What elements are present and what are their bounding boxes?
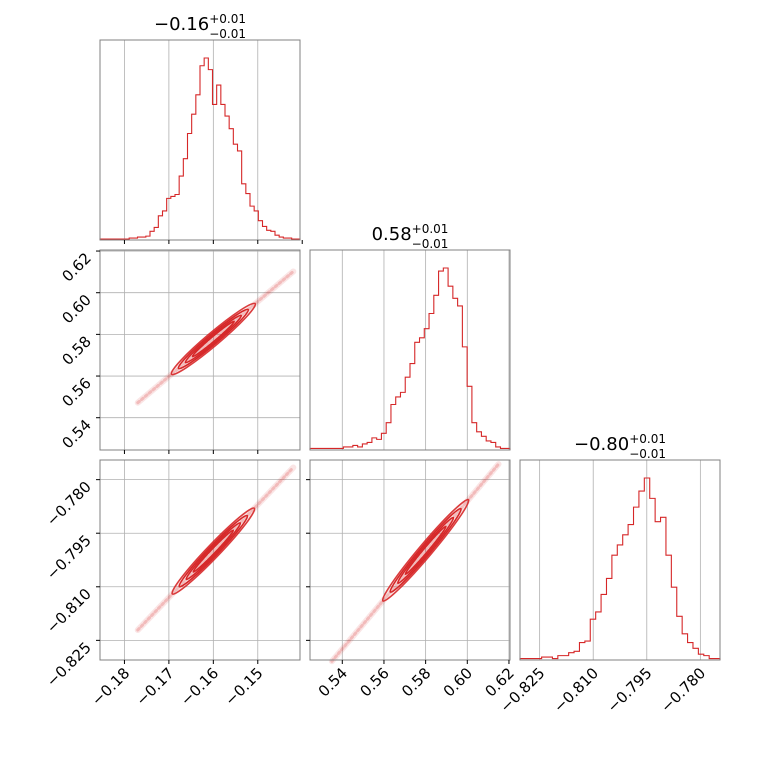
hist-title-sub-0: −0.01 [209, 27, 246, 41]
sample-streak-halo [328, 461, 502, 665]
y-tick-label: 0.54 [58, 416, 94, 452]
x-tick-label: −0.15 [221, 664, 266, 709]
density-contour [177, 308, 250, 370]
hist-frame [99, 39, 301, 241]
histogram-step [519, 477, 721, 660]
hist-frame [309, 249, 511, 451]
scatter-frame [99, 249, 301, 451]
hist-panel-0: −0.16+0.01−0.01 [99, 12, 303, 244]
x-tick-label: −0.810 [550, 664, 602, 716]
x-tick-label: 0.54 [315, 664, 351, 700]
y-tick-label: 0.60 [58, 291, 94, 327]
hist-title-sub-2: −0.01 [629, 447, 666, 461]
x-tick-label: 0.58 [398, 664, 434, 700]
x-tick-label: −0.18 [88, 664, 133, 709]
sample-streak [136, 269, 295, 405]
x-tick-label: 0.60 [440, 664, 476, 700]
sample-streak [136, 466, 295, 632]
scatter-frame [309, 459, 511, 661]
sample-streak-halo [134, 464, 297, 633]
scatter-panel-0-2 [96, 459, 301, 664]
density-contour [170, 302, 257, 376]
hist-frame [519, 459, 721, 661]
hist-title-1: 0.58+0.01 [372, 222, 449, 245]
density-contour [389, 507, 462, 593]
x-tick-label: −0.795 [604, 664, 656, 716]
scatter-panel-0-1 [96, 249, 301, 454]
histogram-step [99, 57, 301, 240]
x-tick-label: −0.780 [657, 664, 709, 716]
y-tick-label: 0.56 [58, 374, 94, 410]
density-contour [381, 498, 470, 602]
sample-streak-halo [134, 268, 297, 406]
hist-title-0: −0.16+0.01 [154, 12, 246, 35]
density-contour [192, 529, 235, 573]
y-tick-label: 0.58 [58, 332, 94, 368]
hist-title-sub-1: −0.01 [412, 237, 449, 251]
sample-streak [330, 462, 501, 663]
hist-panel-1: 0.58+0.01−0.01 [309, 222, 511, 451]
density-contour [191, 320, 236, 358]
density-contour [171, 507, 256, 595]
density-contour [184, 314, 243, 364]
x-tick-label: −0.16 [177, 664, 222, 709]
y-tick-label: −0.825 [43, 638, 95, 690]
density-contour [178, 514, 249, 588]
density-contour [185, 521, 242, 581]
density-contour [404, 525, 447, 576]
scatter-panel-1-2 [306, 459, 511, 665]
x-tick-label: −0.17 [132, 664, 177, 709]
y-tick-label: −0.795 [43, 531, 95, 583]
y-tick-label: 0.62 [58, 249, 94, 285]
histogram-step [309, 267, 511, 450]
y-tick-label: −0.780 [43, 478, 95, 530]
y-tick-label: −0.810 [43, 585, 95, 637]
hist-panel-2: −0.80+0.01−0.01 [519, 432, 721, 661]
scatter-frame [99, 459, 301, 661]
hist-title-2: −0.80+0.01 [574, 432, 666, 455]
x-tick-label: 0.56 [356, 664, 392, 700]
density-contour [396, 516, 455, 585]
